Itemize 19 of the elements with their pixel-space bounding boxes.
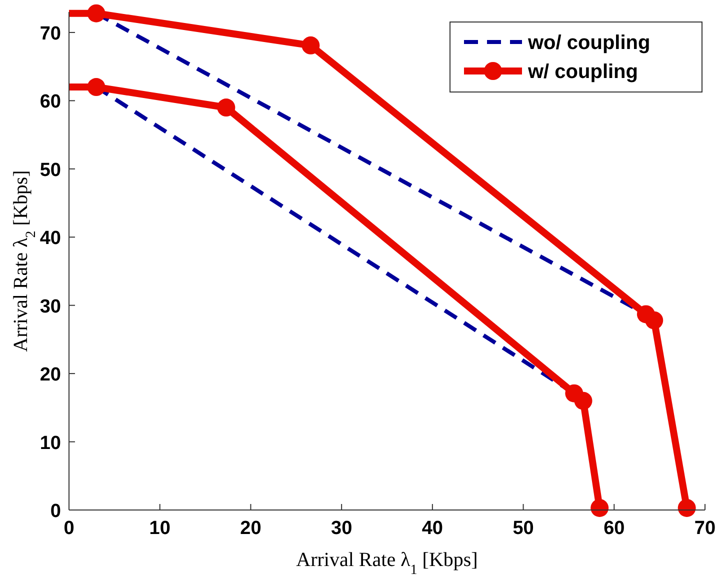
x-axis-title: Arrival Rate λ$_{1}$ [Kbps] (296, 549, 478, 578)
y-tick-label: 0 (50, 501, 61, 522)
y-tick-label: 50 (40, 160, 61, 181)
x-tick-label: 30 (331, 518, 352, 539)
x-tick-label: 70 (694, 518, 716, 539)
legend-label: w/ coupling (527, 61, 638, 83)
x-tick-label: 20 (240, 518, 262, 539)
y-tick-label: 10 (40, 432, 61, 454)
y-tick-label: 40 (40, 228, 61, 250)
y-tick-label: 60 (40, 92, 61, 113)
y-tick-label: 70 (40, 23, 61, 44)
x-tick-label: 0 (64, 518, 74, 539)
x-tick-label: 40 (422, 518, 443, 539)
x-tick-label: 60 (604, 518, 625, 539)
y-tick-label: 30 (40, 296, 61, 318)
y-tick-label: 20 (40, 364, 61, 386)
x-tick-label: 50 (512, 518, 534, 539)
legend-label: wo/ coupling (527, 32, 650, 54)
x-tick-label: 10 (149, 518, 170, 539)
